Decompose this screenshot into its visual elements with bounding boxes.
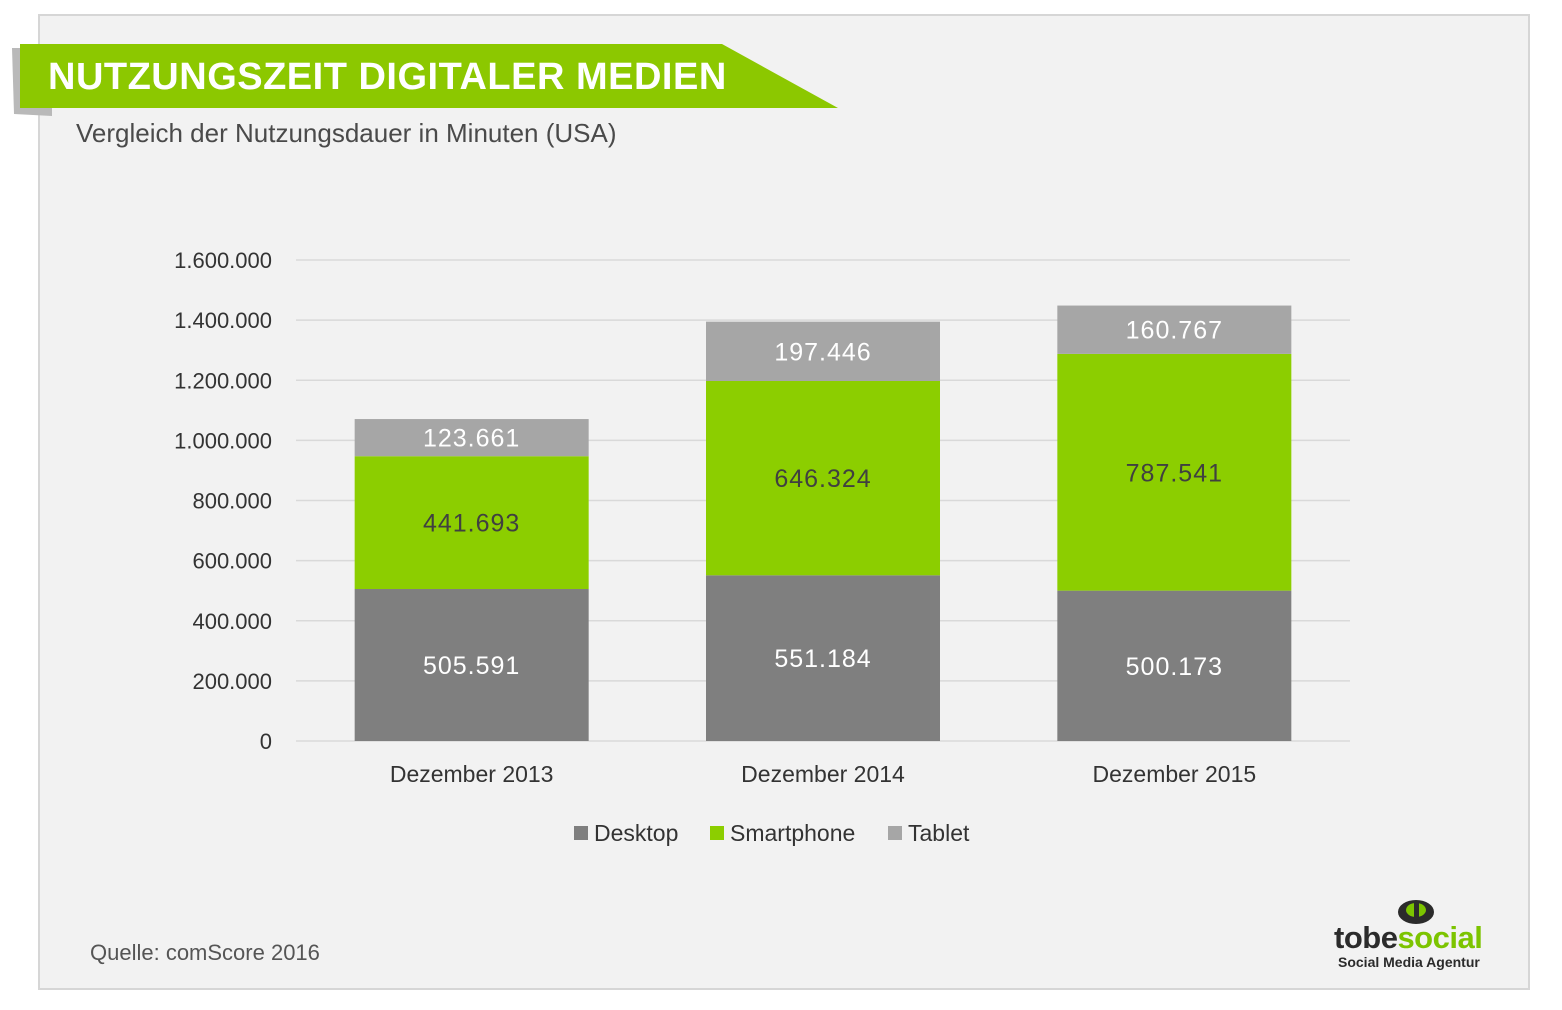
banner-shape xyxy=(12,44,838,116)
x-tick-label: Dezember 2014 xyxy=(741,761,905,787)
bar-segment-smartphone xyxy=(706,380,940,576)
y-tick-label: 1.200.000 xyxy=(174,368,272,393)
y-tick-label: 1.400.000 xyxy=(174,308,272,333)
bar-segment-smartphone xyxy=(354,456,589,590)
logo-wordmark: tobesocial xyxy=(1334,920,1483,956)
bar-segment-desktop xyxy=(706,575,940,741)
data-label: 197.446 xyxy=(774,338,871,366)
x-tick-label: Dezember 2015 xyxy=(1093,761,1257,787)
bar-segment-smartphone xyxy=(1057,353,1292,591)
legend-swatch-tablet xyxy=(888,826,902,840)
logo-word-green: social xyxy=(1397,920,1483,955)
data-label: 505.591 xyxy=(423,652,520,680)
legend-swatch-desktop xyxy=(574,826,588,840)
y-tick-label: 1.000.000 xyxy=(174,428,272,453)
y-tick-label: 800.000 xyxy=(192,489,272,514)
chart-subtitle: Vergleich der Nutzungsdauer in Minuten (… xyxy=(76,118,617,148)
logo-word-dark: tobe xyxy=(1334,920,1398,955)
legend-label: Desktop xyxy=(594,820,678,846)
data-label: 551.184 xyxy=(774,645,871,673)
bar-segment-desktop xyxy=(354,589,589,741)
data-label: 500.173 xyxy=(1126,653,1223,681)
tobesocial-logo: tobesocial Social Media Agentur xyxy=(1334,898,1506,974)
y-tick-label: 200.000 xyxy=(192,669,272,694)
bar-segment-desktop xyxy=(1057,590,1292,741)
y-tick-label: 1.600.000 xyxy=(174,248,272,273)
data-label: 787.541 xyxy=(1126,459,1223,487)
data-label: 646.324 xyxy=(774,465,871,493)
logo-tagline: Social Media Agentur xyxy=(1338,954,1480,970)
y-tick-label: 0 xyxy=(260,729,272,754)
page-title: NUTZUNGSZEIT DIGITALER MEDIEN xyxy=(48,56,727,98)
data-label: 123.661 xyxy=(423,425,520,453)
bar-segment-tablet xyxy=(1057,305,1292,354)
y-tick-label: 400.000 xyxy=(192,609,272,634)
legend-swatch-smartphone xyxy=(710,826,724,840)
source-note: Quelle: comScore 2016 xyxy=(90,940,320,965)
y-tick-label: 600.000 xyxy=(192,549,272,574)
legend-label: Smartphone xyxy=(730,820,855,846)
data-label: 441.693 xyxy=(423,510,520,538)
legend-label: Tablet xyxy=(908,820,970,846)
x-tick-label: Dezember 2013 xyxy=(390,761,554,787)
bar-segment-tablet xyxy=(354,419,589,457)
bar-segment-tablet xyxy=(706,321,940,381)
data-label: 160.767 xyxy=(1126,317,1223,345)
logo-bubble-icon xyxy=(1398,900,1434,924)
title-banner: NUTZUNGSZEIT DIGITALER MEDIEN xyxy=(12,44,838,116)
